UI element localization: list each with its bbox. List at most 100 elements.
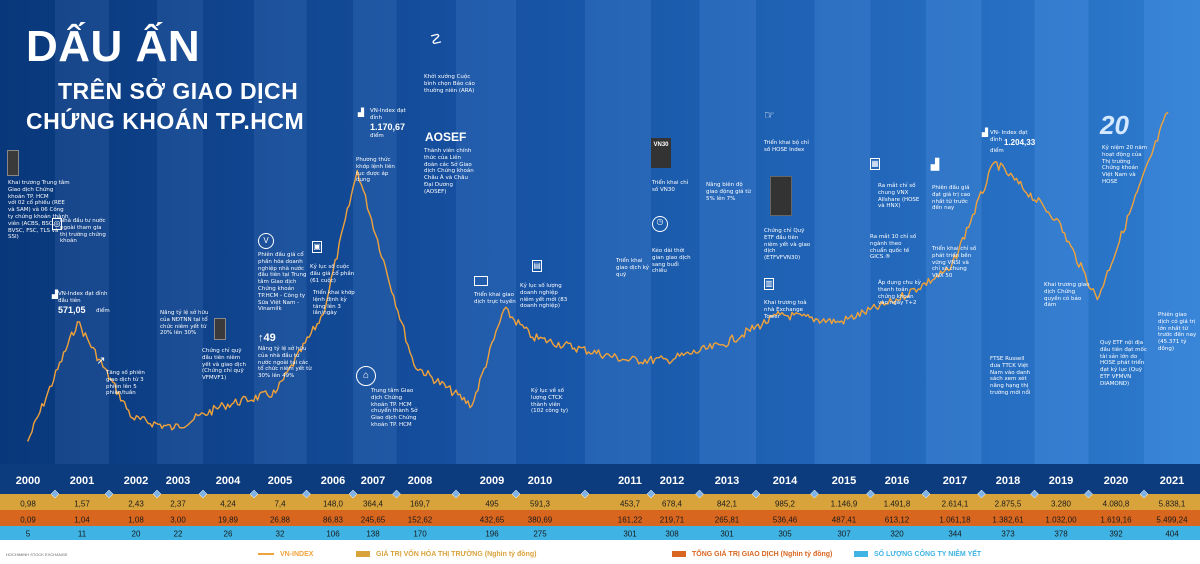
chart-up-icon: ▟ — [51, 290, 59, 299]
trading-value-value: 152,62 — [408, 516, 433, 525]
market-cap-value: 985,2 — [775, 500, 796, 509]
etf-icon — [770, 176, 792, 216]
year-stripe — [870, 0, 926, 464]
year-separator-icon — [302, 489, 311, 499]
legend-item-vnindex: VN-INDEX — [258, 551, 313, 558]
note-2005-big-number: ↑49 — [258, 332, 276, 344]
year-label: 2009 — [480, 475, 504, 487]
market-cap-band — [0, 494, 1200, 510]
note-2020-etf: Quỹ ETF nội địa đầu tiên đạt mốc tài sản… — [1100, 340, 1147, 387]
year-stripe — [699, 0, 756, 464]
vn-index-point — [1096, 298, 1099, 301]
trading-value-value: 1,08 — [128, 516, 144, 525]
trading-value-value: 219,71 — [660, 516, 685, 525]
vn-index-point — [76, 321, 79, 323]
year-stripe — [585, 0, 651, 464]
trading-value-value: 1,04 — [74, 516, 90, 525]
market-cap-value: 0,98 — [20, 500, 36, 509]
year-label: 2020 — [1104, 475, 1128, 487]
trading-value-band — [0, 510, 1200, 526]
market-cap-value: 2.875,5 — [995, 500, 1022, 509]
vn-index-point — [503, 308, 505, 311]
vn-index-point — [531, 336, 534, 339]
trading-value-value: 245,65 — [361, 516, 386, 525]
market-cap-value: 4,24 — [220, 500, 236, 509]
market-cap-row: 0,98 1,57 2,43 2,37 4,24 7,4 148,0 364,4 169,7 49… — [0, 489, 1200, 510]
note-2001-peak-value: 571,05 — [58, 305, 86, 315]
market-cap-value: 1.491,8 — [884, 500, 911, 509]
year-stripe — [306, 0, 353, 464]
vn-index-point — [949, 268, 952, 270]
legend-item-market-cap: GIÁ TRỊ VỐN HÓA THỊ TRƯỜNG (Nghìn tỷ đồn… — [356, 551, 536, 558]
trading-value-value: 5.499,24 — [1156, 516, 1188, 525]
vn-index-point — [131, 417, 134, 419]
computer-icon — [474, 276, 488, 286]
year-separator-icon — [977, 489, 986, 499]
listed-companies-value: 301 — [623, 530, 637, 539]
listed-companies-value: 106 — [326, 530, 340, 539]
legend-swatch-market-cap — [356, 551, 370, 557]
note-2020-anniversary: Kỷ niệm 20 năm hoạt động của Thị trường … — [1102, 145, 1148, 185]
market-cap-value: 5.838,1 — [1159, 500, 1186, 509]
vinamilk-logo-icon: V — [258, 233, 274, 249]
year-stripe — [0, 0, 55, 464]
note-2018-peak-value: 1.204,33 — [1004, 138, 1036, 147]
subtitle-line-1: TRÊN SỞ GIAO DỊCH — [58, 78, 299, 104]
vn-index-line-group — [27, 111, 1169, 442]
year-stripe — [814, 0, 871, 464]
trading-value-value: 0,09 — [20, 516, 36, 525]
market-cap-value: 842,1 — [717, 500, 738, 509]
year-separator-icon — [348, 489, 358, 499]
trend-arrow-icon: ↗ — [96, 355, 106, 367]
year-label: 2011 — [618, 475, 642, 487]
note-2012-vn30: Triển khai chỉ số VN30 — [652, 180, 689, 193]
note-2006-periodic: Triển khai khớp lệnh định kỳ tăng lên 3 … — [313, 290, 355, 317]
listed-companies-value: 301 — [720, 530, 734, 539]
anniversary-logo: 20 — [1100, 110, 1129, 140]
year-separator-icon — [50, 489, 60, 499]
legend: HOCHIMINH STOCK EXCHANGE VN-INDEX GIÁ TR… — [0, 544, 1200, 564]
vn-index-point — [413, 364, 415, 366]
note-2014-tower: Khai trương toà nhà Exchange Tower — [764, 300, 807, 320]
vn-index-point — [1166, 111, 1169, 114]
year-stripe — [1088, 0, 1144, 464]
trading-value-value: 487,41 — [832, 516, 857, 525]
listed-companies-value: 307 — [837, 530, 851, 539]
year-label: 2005 — [268, 475, 292, 487]
year-separator-icon — [1030, 489, 1039, 499]
hand-index-icon: ☞ — [764, 108, 775, 122]
year-separator-icon — [249, 489, 259, 499]
listed-companies-value: 392 — [1109, 530, 1123, 539]
year-label: 2019 — [1049, 475, 1073, 487]
vn-index-point — [356, 169, 359, 172]
vn-index-point — [838, 321, 841, 323]
vn-index-point — [625, 359, 628, 361]
year-stripe — [157, 0, 203, 464]
note-2007-peak-value: 1.170,67 — [370, 122, 406, 132]
note-2018-ftse: FTSE Russell đưa TTCK Việt Nam vào danh … — [990, 356, 1031, 396]
vn-index-point — [274, 392, 277, 394]
year-label: 2016 — [885, 475, 909, 487]
legend-label-listed: SỐ LƯỢNG CÔNG TY NIÊM YẾT — [874, 550, 982, 558]
year-label: 2007 — [361, 475, 385, 487]
chart-peak-2018-icon: ▟ — [981, 128, 989, 137]
market-cap-value: 591,3 — [530, 500, 551, 509]
year-separator-icon — [451, 489, 461, 499]
note-2016-vnx: Ra mắt chỉ số chung VNX Allshare (HOSE v… — [878, 183, 920, 210]
trading-value-value: 265,81 — [715, 516, 740, 525]
chart-background — [0, 0, 1200, 494]
legend-swatch-trading-value — [672, 551, 686, 557]
note-2003: Nâng tỷ lệ sở hữu của NĐTNN tại tổ chức … — [160, 310, 209, 337]
year-separator-icon — [810, 489, 819, 499]
vn-index-point — [322, 313, 324, 316]
year-labels: 2000 2001 2002 2003 2004 2005 2006 2007 2008 2009… — [16, 475, 1184, 487]
year-separator-icon — [921, 489, 931, 499]
vn-index-point — [222, 404, 225, 407]
market-cap-value: 2,43 — [128, 500, 144, 509]
exchange-logo-icon: ⌂ — [356, 366, 376, 386]
trading-value-value: 86,83 — [323, 516, 344, 525]
note-2014-hose-index: Triển khai bộ chỉ số HOSE Index — [764, 140, 809, 153]
year-separator-icon — [104, 489, 114, 499]
note-2013: Nâng biên độ giao động giá từ 5% lên 7% — [706, 182, 751, 202]
